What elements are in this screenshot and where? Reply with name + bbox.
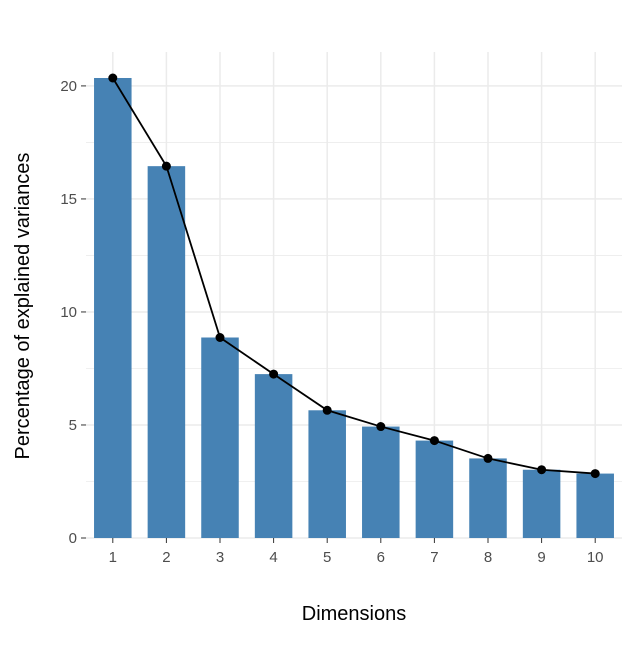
trend-point xyxy=(376,422,386,432)
line-layer xyxy=(108,73,600,479)
axis-layer: 0 5 10 15 20 1 2 3 4 5 6 7 8 9 10 xyxy=(60,78,603,566)
x-tick-label: 3 xyxy=(216,549,224,566)
bar xyxy=(362,426,400,538)
trend-point xyxy=(483,453,493,463)
bar xyxy=(254,374,293,538)
y-tick-label: 20 xyxy=(60,78,77,95)
x-tick-label: 2 xyxy=(162,549,170,566)
x-tick-label: 4 xyxy=(269,549,277,566)
bar xyxy=(576,473,614,538)
trend-point xyxy=(590,469,600,479)
x-tick-label: 8 xyxy=(484,549,492,566)
trend-point xyxy=(108,73,118,83)
y-tick-label: 10 xyxy=(60,304,77,321)
trend-point xyxy=(322,405,332,415)
x-tick-label: 10 xyxy=(587,549,604,566)
y-tick-label: 5 xyxy=(69,417,77,434)
trend-point xyxy=(161,161,171,171)
y-tick-label: 0 xyxy=(69,530,77,547)
bar xyxy=(469,458,507,538)
bar xyxy=(201,337,239,538)
x-axis-title: Dimensions xyxy=(302,603,406,625)
x-tick-label: 7 xyxy=(430,549,438,566)
bar xyxy=(147,166,186,538)
x-tick-label: 1 xyxy=(109,549,117,566)
x-tick-label: 9 xyxy=(537,549,545,566)
bar xyxy=(308,410,346,538)
y-axis-title: Percentage of explained variances xyxy=(12,153,34,460)
bar xyxy=(522,469,561,538)
x-tick-label: 6 xyxy=(377,549,385,566)
trend-point xyxy=(537,465,547,475)
bar xyxy=(94,77,132,538)
trend-point xyxy=(269,369,279,379)
trend-line xyxy=(112,77,596,475)
trend-point xyxy=(429,436,439,446)
trend-point xyxy=(215,332,225,342)
x-tick-label: 5 xyxy=(323,549,331,566)
bar xyxy=(415,440,454,538)
bar-layer xyxy=(94,77,614,538)
y-tick-label: 15 xyxy=(60,191,77,208)
